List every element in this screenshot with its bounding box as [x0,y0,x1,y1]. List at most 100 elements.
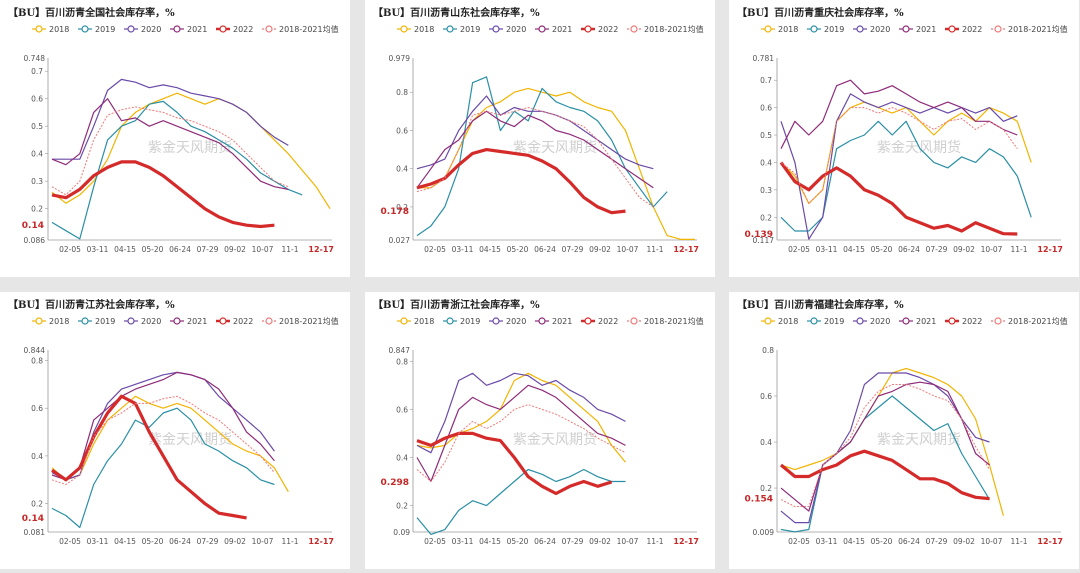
series-line-2019 [780,120,1032,232]
legend-item-2019[interactable]: 2019 [807,317,844,326]
chart-panel-fujian: 【BU】百川沥青福建社会库存率，% 2018 2019 2020 2021 2022 201… [729,292,1079,569]
legend-label: 2019 [95,317,115,326]
legend-label: 2022 [233,317,253,326]
x-tick-label: 09-02 [224,537,246,546]
y-tick-label: 0.5 [760,131,772,140]
legend-marker [902,25,910,33]
legend-item-2019[interactable]: 2019 [807,25,844,34]
x-tick-label: 02-05 [59,245,81,254]
legend-item-2020[interactable]: 2020 [124,317,161,326]
last-value-label: 0.14 [22,514,44,524]
legend-item-2019[interactable]: 2019 [443,25,480,34]
legend-label: 2020 [870,317,890,326]
legend-label: 2018 [414,25,434,34]
legend-item-2018[interactable]: 2018 [761,25,798,34]
series-line-2020 [416,95,654,170]
y-tick-label: 0.4 [31,150,43,159]
y-tick-label: 0.3 [760,186,772,195]
y-tick-label: 0.4 [396,453,408,462]
legend-item-2021[interactable]: 2021 [899,25,936,34]
legend-marker [994,25,1002,33]
legend-item-2021[interactable]: 2021 [535,317,572,326]
series-line-2019 [416,468,626,535]
x-tick-label: 10-07 [617,245,639,254]
legend-item-2020[interactable]: 2020 [853,317,890,326]
legend-label: 2019 [460,317,480,326]
legend-item-avg[interactable]: 2018-2021均值 [262,316,339,326]
legend-label: 2021 [916,317,936,326]
legend-item-2022[interactable]: 2022 [216,317,253,326]
legend-marker [948,317,956,325]
legend-item-2018[interactable]: 2018 [32,25,69,34]
y-tick-label: 0.2 [396,203,408,212]
x-tick-label: 05-20 [871,245,893,254]
chart-panel-shandong: 【BU】百川沥青山东社会库存率，% 2018 2019 2020 2021 2022 201… [365,0,715,277]
series-line-avg [780,384,990,507]
legend-item-2018[interactable]: 2018 [397,25,434,34]
legend-label: 2020 [506,317,526,326]
legend-item-2021[interactable]: 2021 [170,317,207,326]
series-line-2019 [51,407,275,529]
legend-label: 2021 [187,317,207,326]
legend-marker [856,25,864,33]
chart-svg: 【BU】百川沥青福建社会库存率，% 2018 2019 2020 2021 2022 201… [737,298,1068,546]
legend-item-2018[interactable]: 2018 [761,317,798,326]
legend-item-2022[interactable]: 2022 [945,25,982,34]
y-tick-label: 0.4 [396,165,408,174]
legend-item-2019[interactable]: 2019 [78,317,115,326]
legend-item-2021[interactable]: 2021 [899,317,936,326]
x-tick-label: 11-1 [281,537,298,546]
series-line-avg [416,107,654,208]
legend-item-2020[interactable]: 2020 [489,25,526,34]
legend-item-2018[interactable]: 2018 [397,317,434,326]
series-line-2020 [416,372,626,454]
legend-label: 2020 [506,25,526,34]
legend-item-2020[interactable]: 2020 [853,25,890,34]
legend-item-2022[interactable]: 2022 [945,317,982,326]
y-tick-label: 0.4 [760,438,772,447]
legend-marker [764,317,772,325]
legend-item-avg[interactable]: 2018-2021均值 [991,24,1068,34]
legend-item-2021[interactable]: 2021 [535,25,572,34]
legend-marker [764,25,772,33]
legend-item-avg[interactable]: 2018-2021均值 [627,24,704,34]
legend-marker [630,25,638,33]
legend-label: 2019 [95,25,115,34]
x-tick-label: 06-24 [898,245,920,254]
legend-label: 2018-2021均值 [279,316,339,326]
series-line-2018 [416,372,626,463]
legend-label: 2022 [962,317,982,326]
chart-title: 【BU】百川沥青福建社会库存率，% [737,298,904,311]
legend-item-2019[interactable]: 2019 [443,317,480,326]
y-tick-label: 0.6 [31,95,43,104]
legend-marker [538,317,546,325]
legend-label: 2018 [778,25,798,34]
legend-item-2021[interactable]: 2021 [170,25,207,34]
y-tick-label: 0.8 [31,356,43,365]
legend-item-2022[interactable]: 2022 [581,317,618,326]
x-tick-label: 06-24 [169,245,191,254]
legend-marker [400,317,408,325]
legend-label: 2019 [460,25,480,34]
series-line-2021 [51,371,275,481]
y-tick-label: 0.2 [31,205,43,214]
legend-item-avg[interactable]: 2018-2021均值 [262,24,339,34]
legend-item-2018[interactable]: 2018 [32,317,69,326]
y-tick-label: 0.2 [760,213,772,222]
x-tick-label: 07-29 [197,245,219,254]
legend-item-2020[interactable]: 2020 [489,317,526,326]
last-value-label: 0.178 [381,207,409,217]
legend-marker [630,317,638,325]
series-line-2022 [416,431,613,496]
x-tick-label: 06-24 [169,537,191,546]
legend-item-2020[interactable]: 2020 [124,25,161,34]
x-tick-label: 05-20 [142,537,164,546]
chart-panel-zhejiang: 【BU】百川沥青浙江社会库存率，% 2018 2019 2020 2021 2022 201… [365,292,715,569]
legend-item-2019[interactable]: 2019 [78,25,115,34]
legend-item-2022[interactable]: 2022 [216,25,253,34]
x-tick-label: 03-11 [452,537,474,546]
legend-item-2022[interactable]: 2022 [581,25,618,34]
legend-item-avg[interactable]: 2018-2021均值 [627,316,704,326]
legend-marker [446,317,454,325]
legend-item-avg[interactable]: 2018-2021均值 [991,316,1068,326]
